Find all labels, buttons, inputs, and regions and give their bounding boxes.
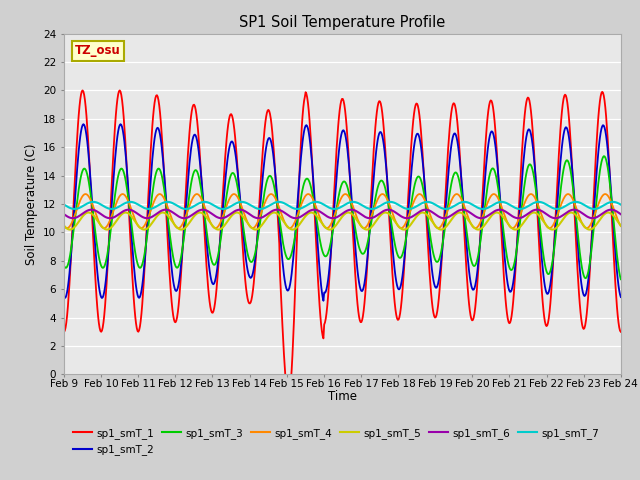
sp1_smT_7 [184, 206, 192, 212]
Title: SP1 Soil Temperature Profile: SP1 Soil Temperature Profile [239, 15, 445, 30]
sp1_smT_2 [116, 121, 124, 127]
sp1_smT_5 [400, 227, 408, 232]
sp1_smT_7 [410, 205, 418, 211]
sp1_smT_4 [127, 207, 135, 213]
sp1_smT_2 [412, 135, 419, 141]
sp1_smT_1 [428, 298, 436, 304]
sp1_smT_1 [214, 266, 222, 272]
sp1_smT_7 [461, 199, 468, 205]
sp1_smT_4 [70, 215, 78, 220]
Line: sp1_smT_1: sp1_smT_1 [64, 90, 621, 397]
sp1_smT_4 [214, 224, 221, 230]
sp1_smT_6 [214, 215, 221, 220]
sp1_smT_1 [617, 329, 625, 335]
Line: sp1_smT_3: sp1_smT_3 [64, 156, 621, 279]
sp1_smT_6 [412, 212, 419, 217]
sp1_smT_6 [70, 215, 78, 221]
sp1_smT_2 [428, 266, 436, 272]
sp1_smT_1 [128, 270, 136, 276]
sp1_smT_3 [214, 256, 221, 262]
sp1_smT_7 [60, 202, 68, 207]
Y-axis label: Soil Temperature (C): Soil Temperature (C) [24, 143, 38, 265]
sp1_smT_4 [410, 198, 418, 204]
sp1_smT_2 [128, 241, 136, 247]
sp1_smT_4 [184, 207, 192, 213]
sp1_smT_6 [310, 207, 318, 213]
sp1_smT_5 [428, 218, 436, 224]
sp1_smT_6 [60, 211, 68, 217]
sp1_smT_7 [426, 200, 434, 205]
sp1_smT_5 [127, 214, 135, 219]
sp1_smT_2 [185, 168, 193, 174]
sp1_smT_5 [214, 227, 221, 232]
sp1_smT_6 [329, 216, 337, 221]
sp1_smT_1 [285, 395, 292, 400]
sp1_smT_5 [617, 223, 625, 228]
sp1_smT_7 [70, 206, 78, 212]
sp1_smT_4 [60, 223, 68, 229]
sp1_smT_5 [419, 210, 426, 216]
sp1_smT_3 [127, 221, 135, 227]
sp1_smT_2 [319, 298, 327, 304]
Line: sp1_smT_2: sp1_smT_2 [64, 124, 621, 301]
sp1_smT_6 [127, 207, 135, 213]
sp1_smT_6 [184, 215, 192, 220]
sp1_smT_1 [70, 192, 78, 198]
sp1_smT_3 [426, 234, 434, 240]
sp1_smT_4 [617, 223, 625, 229]
sp1_smT_2 [70, 210, 78, 216]
sp1_smT_1 [60, 329, 68, 335]
sp1_smT_3 [60, 263, 68, 269]
sp1_smT_7 [127, 199, 135, 205]
sp1_smT_5 [411, 216, 419, 222]
Line: sp1_smT_4: sp1_smT_4 [64, 194, 621, 228]
sp1_smT_1 [412, 102, 419, 108]
sp1_smT_7 [214, 204, 221, 210]
sp1_smT_3 [184, 203, 192, 209]
sp1_smT_1 [79, 87, 86, 93]
sp1_smT_3 [617, 276, 625, 282]
sp1_smT_5 [184, 222, 192, 228]
sp1_smT_4 [426, 212, 434, 218]
Text: TZ_osu: TZ_osu [75, 44, 121, 57]
sp1_smT_4 [527, 191, 535, 197]
sp1_smT_5 [70, 225, 78, 230]
Legend: sp1_smT_1, sp1_smT_2, sp1_smT_3, sp1_smT_4, sp1_smT_5, sp1_smT_6, sp1_smT_7: sp1_smT_1, sp1_smT_2, sp1_smT_3, sp1_smT… [69, 424, 604, 459]
sp1_smT_7 [617, 202, 625, 207]
sp1_smT_3 [600, 153, 607, 159]
Line: sp1_smT_6: sp1_smT_6 [64, 210, 621, 218]
sp1_smT_3 [410, 185, 418, 191]
sp1_smT_2 [617, 294, 625, 300]
sp1_smT_6 [428, 209, 436, 215]
sp1_smT_5 [60, 223, 68, 228]
sp1_smT_4 [509, 225, 516, 231]
sp1_smT_1 [185, 140, 193, 146]
Line: sp1_smT_5: sp1_smT_5 [64, 213, 621, 229]
sp1_smT_2 [214, 258, 222, 264]
sp1_smT_7 [479, 206, 487, 212]
X-axis label: Time: Time [328, 390, 357, 403]
sp1_smT_3 [70, 224, 78, 229]
sp1_smT_6 [617, 211, 625, 217]
sp1_smT_2 [60, 294, 68, 300]
Line: sp1_smT_7: sp1_smT_7 [64, 202, 621, 209]
